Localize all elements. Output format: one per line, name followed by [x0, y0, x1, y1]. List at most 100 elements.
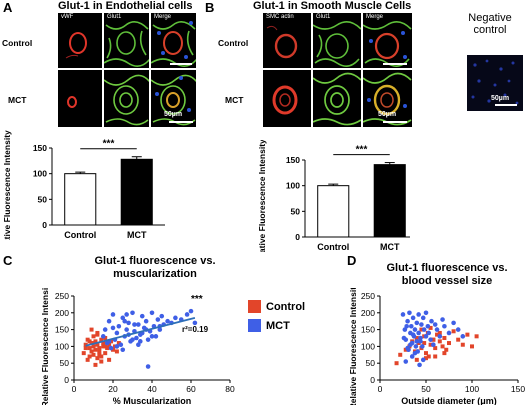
y-axis-label: Relative Fluorescence Intensity (%)	[257, 140, 267, 252]
panel-d-scatter-chart: Relative Fluorescence Intensity (%) 0 50 1…	[348, 288, 525, 405]
point-mct	[404, 323, 409, 329]
x-axis-label: % Muscularization	[113, 396, 192, 405]
point-control	[422, 341, 427, 346]
svg-text:Relative Fluorescence Intensit: Relative Fluorescence Intensity (%)	[257, 140, 267, 252]
point-mct	[420, 344, 425, 349]
point-control	[91, 344, 96, 349]
y-tick-label: 50	[60, 358, 70, 368]
legend: Control MCT	[248, 300, 305, 332]
y-axis-label: Relative Fluorescence Intensity (%)	[2, 128, 12, 240]
panel-b-bar-chart: Relative Fluorescence Intensity (%) 0 50 1…	[257, 140, 410, 252]
point-mct	[114, 330, 120, 336]
point-mct	[116, 323, 122, 329]
point-mct	[415, 349, 421, 354]
panel-a-merge-control-image: Merge	[151, 13, 196, 68]
point-mct	[157, 327, 163, 332]
point-mct	[423, 310, 429, 316]
y-tick-label: 50	[38, 194, 48, 204]
point-mct	[188, 308, 194, 314]
point-control	[424, 356, 428, 361]
svg-text:Relative Fluorescence Intensit: Relative Fluorescence Intensity (%)	[2, 128, 12, 240]
point-mct	[124, 327, 129, 332]
y-tick-label: 50	[366, 358, 376, 368]
point-control	[433, 354, 438, 359]
point-control	[428, 325, 433, 330]
x-tick-label: 0	[72, 384, 77, 394]
point-control	[431, 337, 436, 342]
point-control	[87, 354, 92, 359]
y-tick-label: 250	[361, 291, 375, 301]
point-mct	[410, 315, 416, 321]
point-control	[442, 351, 447, 356]
negative-control-label-line2: control	[473, 24, 507, 36]
panel-c-scatter-chart: Relative Fluorescence Intensity (%) 0 50 1…	[40, 288, 235, 405]
point-control	[107, 342, 112, 347]
y-tick-label: 0	[295, 232, 300, 242]
point-control	[116, 341, 121, 346]
point-control	[437, 330, 442, 335]
x-tick-label: Control	[64, 230, 96, 240]
point-mct	[407, 310, 412, 316]
point-mct	[432, 322, 438, 327]
panel-a-title: Glut-1 in Endothelial cells	[58, 0, 193, 12]
glut1-signal	[313, 72, 361, 126]
x-axis-label: Outside diameter (μm)	[401, 396, 497, 405]
point-mct	[114, 344, 120, 349]
point-mct	[130, 337, 135, 342]
scale-bar-label: 50µm	[378, 111, 397, 118]
bar-mct	[373, 164, 406, 238]
point-mct	[401, 335, 407, 341]
panel-c-title: Glut-1 fluorescence vs. muscularization	[60, 255, 250, 281]
point-control	[414, 357, 419, 362]
point-mct	[192, 320, 198, 326]
bar-control	[64, 173, 97, 226]
point-mct	[460, 334, 466, 339]
point-mct	[155, 317, 161, 322]
point-control	[95, 332, 100, 337]
y-tick-label: 100	[33, 169, 47, 179]
point-mct	[408, 342, 413, 348]
point-control	[437, 339, 442, 344]
point-mct	[108, 345, 114, 351]
panel-a-letter: A	[3, 0, 13, 15]
y-tick-label: 150	[361, 325, 375, 335]
point-mct	[130, 310, 135, 316]
point-control	[103, 351, 108, 356]
x-tick-label: 60	[186, 384, 196, 394]
point-mct	[423, 334, 429, 339]
point-mct	[420, 357, 426, 363]
point-mct	[421, 327, 427, 332]
point-control	[95, 342, 100, 347]
point-control	[95, 356, 100, 361]
point-mct	[159, 313, 165, 319]
y-tick-label: 250	[55, 291, 69, 301]
legend-swatch-mct	[248, 319, 261, 332]
point-mct	[442, 323, 447, 329]
scale-bar	[170, 63, 192, 65]
point-mct	[120, 347, 126, 353]
x-tick-label: Control	[317, 242, 349, 252]
point-control	[93, 339, 98, 344]
point-mct	[102, 327, 108, 332]
point-mct	[120, 315, 126, 321]
y-tick-label: 0	[370, 375, 375, 385]
legend-item-control: Control	[248, 300, 305, 313]
legend-label-control: Control	[266, 300, 306, 313]
point-mct	[406, 347, 411, 353]
merge-signal	[151, 21, 196, 67]
point-mct	[429, 318, 434, 324]
y-tick-label: 100	[361, 341, 375, 351]
significance-label: ***	[356, 145, 368, 156]
panel-a-vwf-mct-image	[58, 70, 102, 127]
point-control	[447, 341, 451, 346]
panel-a-glut1-control-image: Glut1	[104, 13, 149, 68]
panel-b-smc-mct-image	[263, 70, 311, 127]
panel-b-smc-control-image: SMC actin	[263, 13, 311, 68]
trendline	[85, 316, 196, 347]
x-tick-label: 0	[378, 384, 383, 394]
point-mct	[145, 337, 151, 342]
merge-signal	[363, 72, 412, 126]
scale-bar-label: 50µm	[491, 95, 510, 102]
point-mct	[165, 318, 170, 324]
panel-a-merge-mct-image: 50µm	[151, 70, 196, 127]
